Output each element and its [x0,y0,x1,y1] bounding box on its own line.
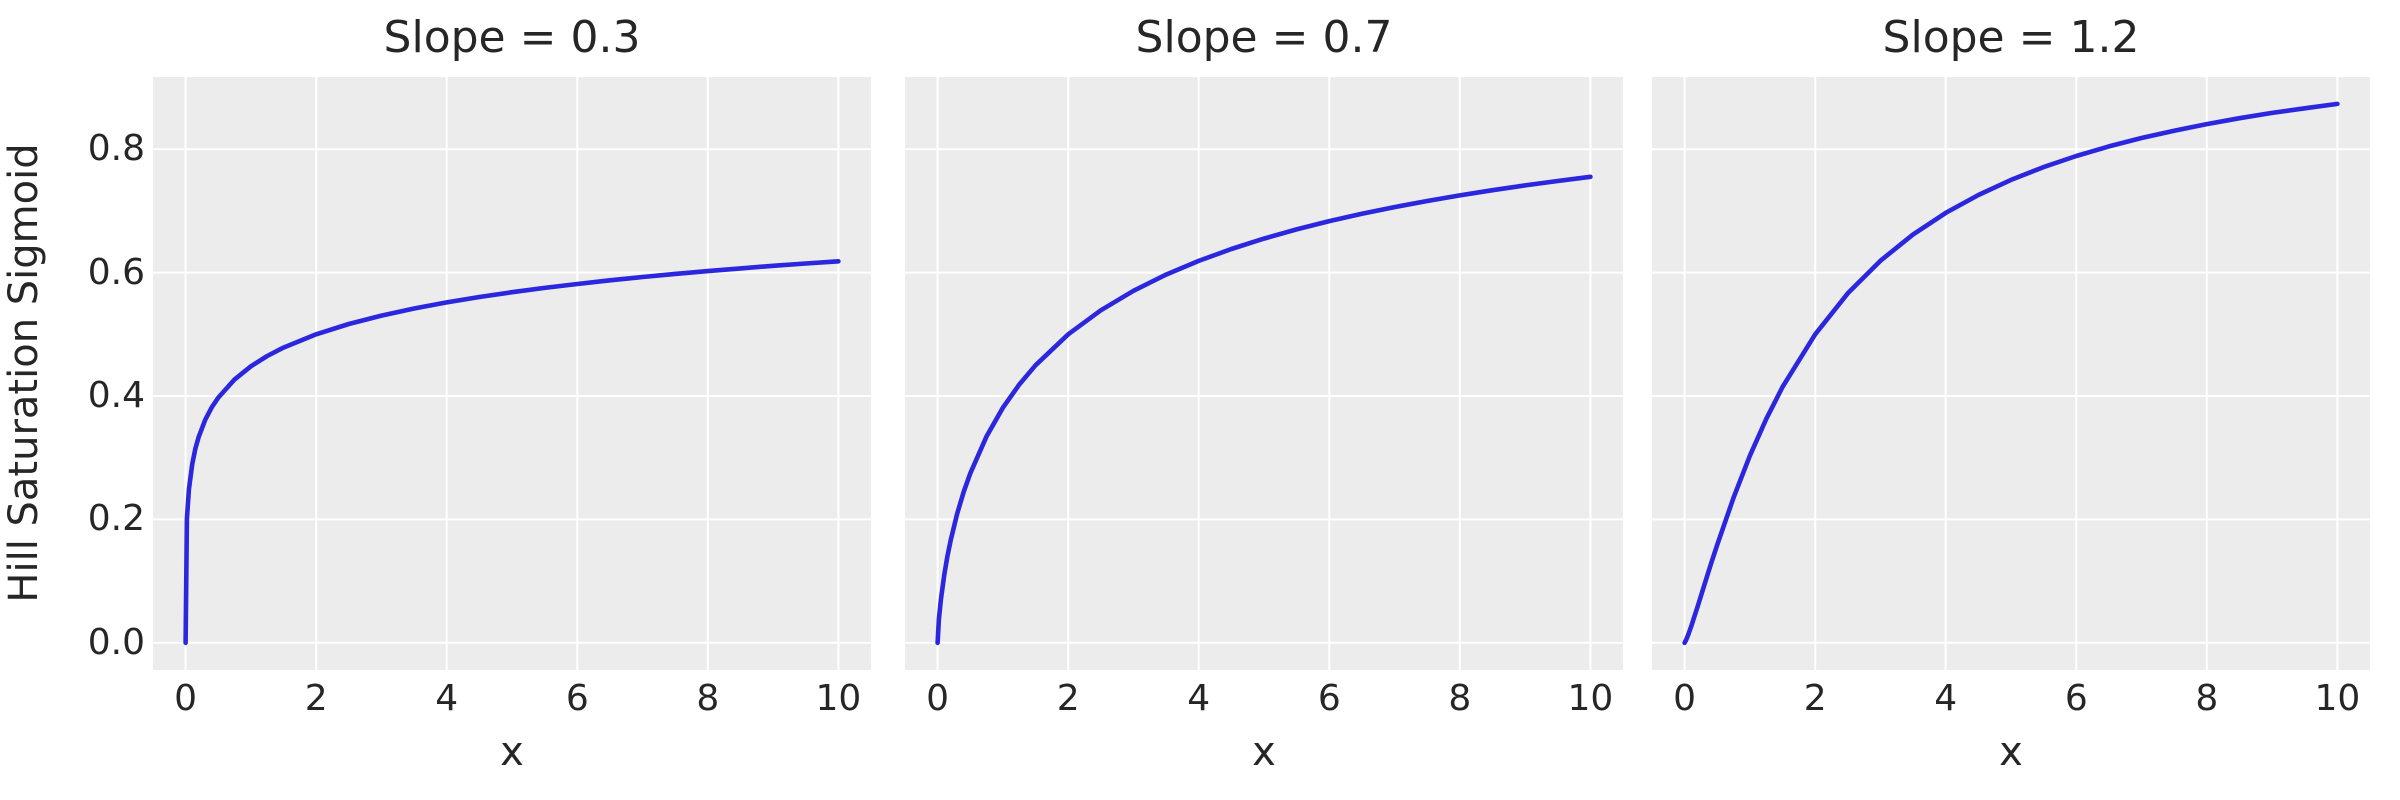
x-tick-label: 10 [815,678,862,719]
subplot-1-title: Slope = 0.3 [383,12,641,63]
y-tick-label: 0.8 [87,128,145,170]
y-tick-label: 0.0 [87,621,145,663]
x-tick-label: 0 [1673,678,1697,719]
subplot-2-plot-area [905,77,1623,670]
subplot-1: Slope = 0.3 0 2 4 6 8 10 x [153,0,871,800]
y-tick-label: 0.4 [87,375,145,417]
x-tick-label: 6 [2064,678,2088,719]
x-tick-label: 0 [174,678,198,719]
x-tick-label: 8 [1448,678,1472,719]
subplot-3: Slope = 1.2 0 2 4 6 8 10 x [1652,0,2370,800]
y-tick-label: 0.6 [87,251,145,293]
subplot-2-curve [905,77,1623,670]
subplot-1-x-axis-label: x [500,729,524,775]
subplot-2-x-axis-label: x [1252,729,1276,775]
subplot-1-x-tick-labels: 0 2 4 6 8 10 [153,678,871,722]
x-tick-label: 8 [2195,678,2219,719]
x-tick-label: 4 [1934,678,1958,719]
x-tick-label: 0 [926,678,950,719]
x-tick-label: 2 [1803,678,1827,719]
x-tick-label: 4 [435,678,459,719]
subplot-3-plot-area [1652,77,2370,670]
subplot-3-curve [1652,77,2370,670]
x-tick-label: 8 [696,678,720,719]
gridlines [905,77,1623,670]
x-tick-label: 10 [1567,678,1614,719]
subplot-3-x-axis-label: x [1999,729,2023,775]
gridlines [1652,77,2370,670]
x-tick-label: 10 [2314,678,2361,719]
subplot-3-title: Slope = 1.2 [1882,12,2140,63]
subplot-2-title: Slope = 0.7 [1135,12,1393,63]
subplot-2: Slope = 0.7 0 2 4 6 8 10 x [905,0,1623,800]
x-tick-label: 6 [1317,678,1341,719]
x-tick-label: 2 [304,678,328,719]
subplot-1-plot-area [153,77,871,670]
x-tick-label: 2 [1056,678,1080,719]
hill-curve [1682,101,2340,646]
subplot-2-x-tick-labels: 0 2 4 6 8 10 [905,678,1623,722]
hill-curve [935,174,1593,646]
x-tick-label: 4 [1187,678,1211,719]
x-tick-label: 6 [565,678,589,719]
gridlines [153,77,871,670]
y-tick-label: 0.2 [87,498,145,540]
y-axis-tick-labels: 0.0 0.2 0.4 0.6 0.8 [0,0,153,800]
subplot-1-curve [153,77,871,670]
subplot-3-x-tick-labels: 0 2 4 6 8 10 [1652,678,2370,722]
hill-curve [183,259,841,646]
